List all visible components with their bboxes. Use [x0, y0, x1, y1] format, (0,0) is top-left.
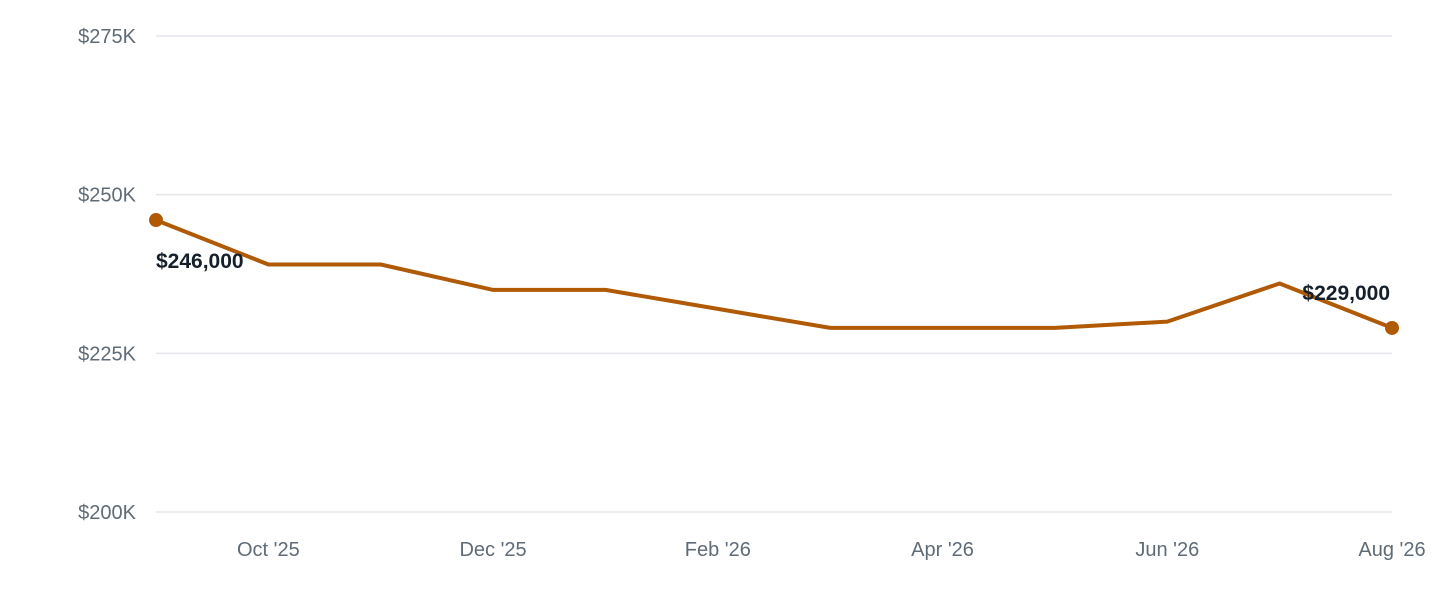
data-point-6 — [828, 326, 832, 330]
x-tick-label: Feb '26 — [685, 539, 751, 561]
data-point-2 — [379, 262, 383, 266]
x-tick-label: Dec '25 — [459, 539, 526, 561]
series-layer — [154, 218, 1394, 330]
endpoint-markers — [149, 213, 1399, 335]
data-point-8 — [1053, 326, 1057, 330]
x-tick-label: Oct '25 — [237, 539, 300, 561]
series-line-0 — [154, 218, 1394, 330]
data-point-3 — [491, 288, 495, 292]
data-point-4 — [603, 288, 607, 292]
data-point-1 — [266, 262, 270, 266]
data-point-7 — [941, 326, 945, 330]
y-tick-label: $250K — [78, 185, 136, 207]
data-point-9 — [1165, 320, 1169, 324]
data-point-10 — [1278, 282, 1282, 286]
y-tick-label: $275K — [78, 26, 136, 48]
x-tick-label: Jun '26 — [1135, 539, 1199, 561]
start-point-marker — [149, 213, 163, 228]
x-tick-label: Apr '26 — [911, 539, 974, 561]
y-tick-label: $200K — [78, 502, 136, 524]
data-point-5 — [716, 307, 720, 311]
grid-layer — [156, 35, 1392, 513]
start-value-label: $246,000 — [156, 250, 244, 273]
x-axis: Oct '25 Dec '25 Feb '26 Apr '26 Jun '26 Aug '… — [237, 539, 1426, 561]
y-axis: $275K $250K $225K $200K — [78, 26, 136, 524]
end-value-label: $229,000 — [1302, 282, 1390, 305]
x-tick-label: Aug '26 — [1358, 539, 1425, 561]
y-tick-label: $225K — [78, 343, 136, 365]
end-point-marker — [1385, 320, 1399, 335]
data-labels: $246,000 $229,000 — [156, 250, 1390, 305]
